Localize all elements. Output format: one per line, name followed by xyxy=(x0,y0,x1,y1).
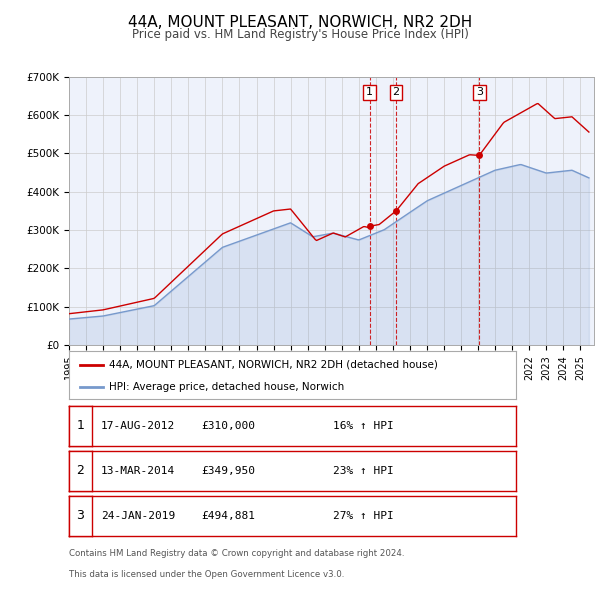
Text: 44A, MOUNT PLEASANT, NORWICH, NR2 2DH: 44A, MOUNT PLEASANT, NORWICH, NR2 2DH xyxy=(128,15,472,30)
Text: £310,000: £310,000 xyxy=(201,421,255,431)
Text: 23% ↑ HPI: 23% ↑ HPI xyxy=(333,466,394,476)
Text: £349,950: £349,950 xyxy=(201,466,255,476)
Text: 2: 2 xyxy=(76,464,85,477)
Text: 1: 1 xyxy=(366,87,373,97)
Text: 17-AUG-2012: 17-AUG-2012 xyxy=(101,421,175,431)
Text: HPI: Average price, detached house, Norwich: HPI: Average price, detached house, Norw… xyxy=(109,382,344,392)
Text: 3: 3 xyxy=(476,87,483,97)
Text: 16% ↑ HPI: 16% ↑ HPI xyxy=(333,421,394,431)
Text: £494,881: £494,881 xyxy=(201,511,255,520)
Text: 27% ↑ HPI: 27% ↑ HPI xyxy=(333,511,394,520)
Text: 24-JAN-2019: 24-JAN-2019 xyxy=(101,511,175,520)
Text: 44A, MOUNT PLEASANT, NORWICH, NR2 2DH (detached house): 44A, MOUNT PLEASANT, NORWICH, NR2 2DH (d… xyxy=(109,359,438,369)
Text: Price paid vs. HM Land Registry's House Price Index (HPI): Price paid vs. HM Land Registry's House … xyxy=(131,28,469,41)
Text: Contains HM Land Registry data © Crown copyright and database right 2024.: Contains HM Land Registry data © Crown c… xyxy=(69,549,404,558)
Text: 2: 2 xyxy=(392,87,400,97)
Text: 3: 3 xyxy=(76,509,85,522)
Text: 1: 1 xyxy=(76,419,85,432)
Text: This data is licensed under the Open Government Licence v3.0.: This data is licensed under the Open Gov… xyxy=(69,571,344,579)
Text: 13-MAR-2014: 13-MAR-2014 xyxy=(101,466,175,476)
